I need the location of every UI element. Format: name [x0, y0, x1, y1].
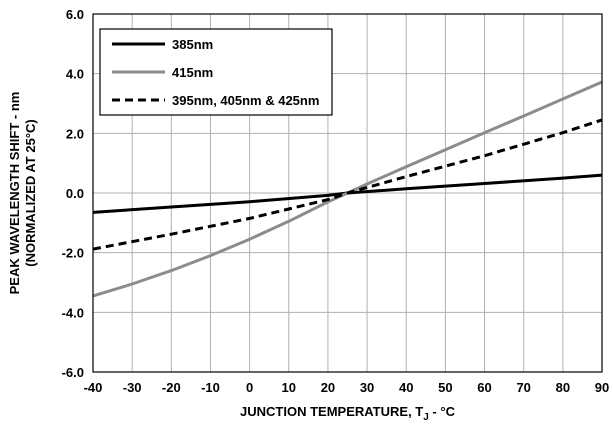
x-axis-title-suffix: - °C [429, 404, 456, 419]
legend-label-0: 385nm [172, 37, 213, 52]
x-tick-label: 20 [321, 380, 335, 395]
y-tick-labels: -6.0 -4.0 -2.0 0.0 2.0 4.0 6.0 [62, 7, 84, 380]
y-tick-label: 6.0 [66, 7, 84, 22]
x-tick-label: 60 [477, 380, 491, 395]
legend: 385nm 415nm 395nm, 405nm & 425nm [99, 28, 333, 116]
y-tick-label: -2.0 [62, 246, 84, 261]
x-axis-title: JUNCTION TEMPERATURE, TJ - °C [240, 404, 456, 423]
x-tick-label: -10 [201, 380, 220, 395]
x-tick-label: 80 [556, 380, 570, 395]
y-axis-title-line1: PEAK WAVELENGTH SHIFT - nm [7, 92, 22, 295]
y-tick-label: 4.0 [66, 67, 84, 82]
series-line-2 [92, 118, 603, 251]
x-tick-label: -20 [162, 380, 181, 395]
series-lines [92, 80, 603, 298]
y-tick-label: -6.0 [62, 365, 84, 380]
y-tick-label: 0.0 [66, 186, 84, 201]
y-axis-title-line2: (NORMALIZED AT 25°C) [23, 119, 38, 266]
x-tick-label: 70 [516, 380, 530, 395]
x-axis-title-subscript: J [423, 412, 429, 423]
plot-frame [92, 13, 603, 373]
x-tick-label: 90 [595, 380, 609, 395]
legend-label-2: 395nm, 405nm & 425nm [172, 93, 319, 108]
x-tick-label: 40 [399, 380, 413, 395]
x-tick-label: 30 [360, 380, 374, 395]
y-axis-title: PEAK WAVELENGTH SHIFT - nm (NORMALIZED A… [7, 92, 38, 295]
x-tick-label: 0 [246, 380, 253, 395]
y-tick-label: -4.0 [62, 305, 84, 320]
x-tick-label: -40 [84, 380, 103, 395]
legend-label-1: 415nm [172, 65, 213, 80]
x-tick-label: 10 [282, 380, 296, 395]
x-tick-labels: -40 -30 -20 -10 0 10 20 30 40 50 60 70 80 90 [84, 380, 610, 395]
y-tick-label: 2.0 [66, 126, 84, 141]
x-tick-label: -30 [123, 380, 142, 395]
x-tick-label: 50 [438, 380, 452, 395]
